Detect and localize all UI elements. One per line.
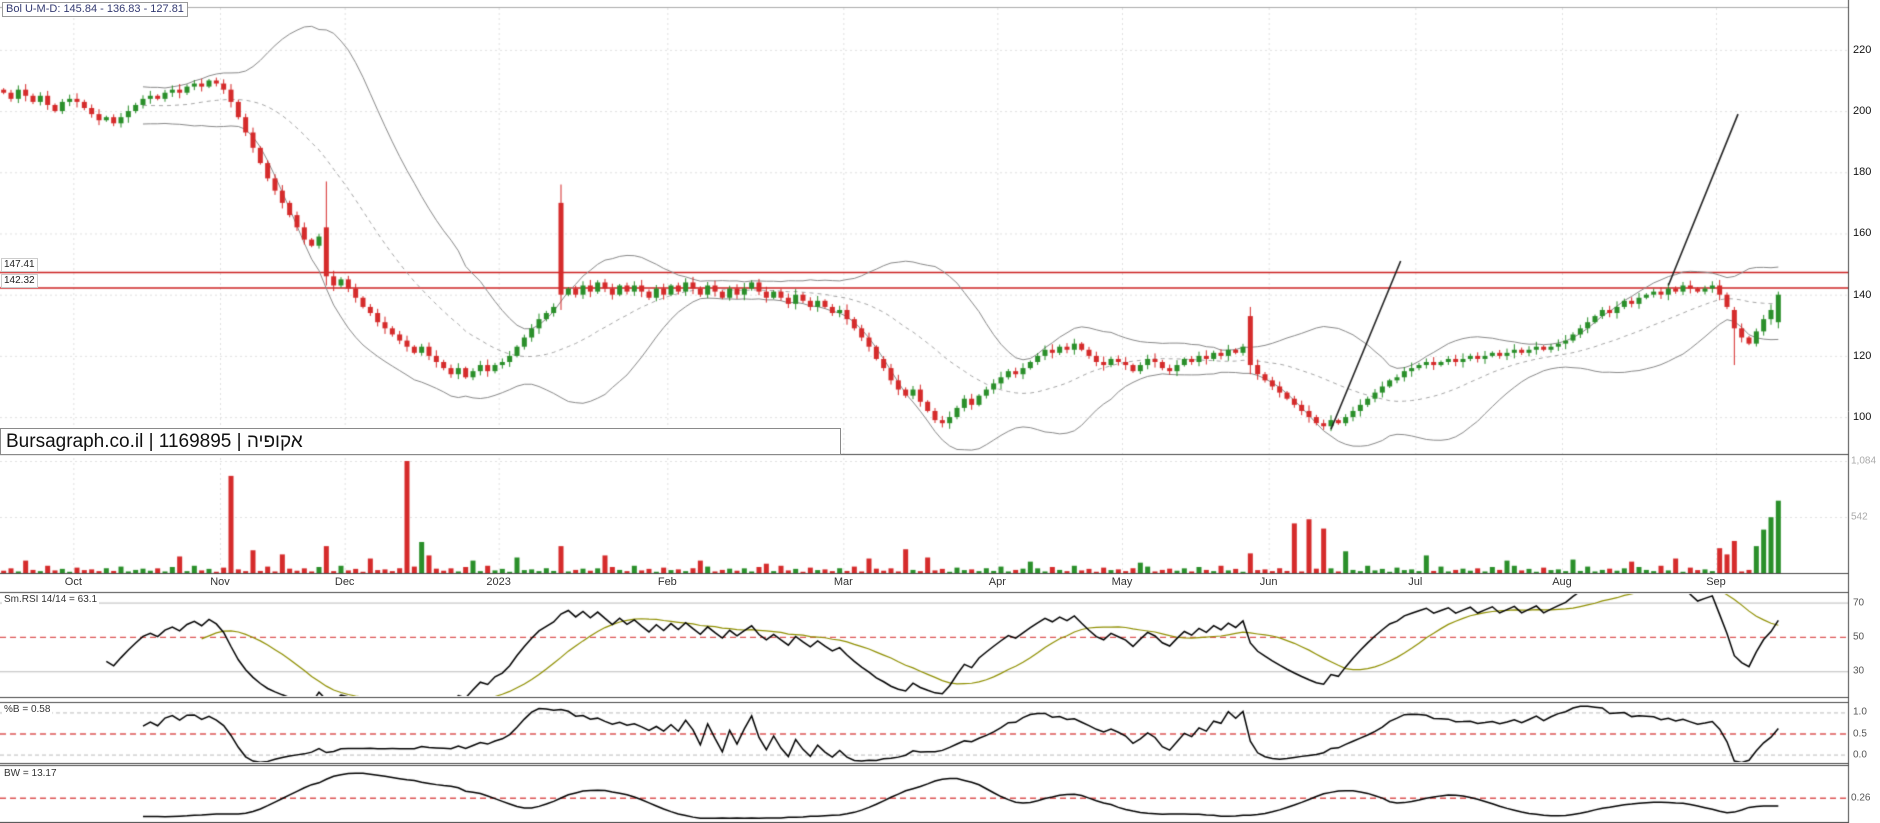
percent-b-axis-tick: 0.5 (1853, 728, 1867, 739)
rsi-axis-tick: 30 (1853, 665, 1865, 677)
percent-b-axis-tick: 0.0 (1853, 749, 1867, 761)
watermark-label: Bursagraph.co.il | 1169895 | אקופיה (0, 428, 841, 455)
volume-axis-tick: 1,084 (1851, 455, 1877, 467)
rsi-axis-tick: 50 (1853, 631, 1865, 643)
volume-axis-tick: 542 (1851, 511, 1868, 523)
month-label: Jun (1259, 576, 1278, 588)
price-level-label: 142.32 (1, 273, 38, 288)
price-axis-tick: 160 (1853, 227, 1872, 240)
month-label: Aug (1552, 576, 1572, 588)
price-axis-tick: 100 (1853, 411, 1872, 424)
month-label: Dec (334, 576, 355, 588)
price-axis-tick: 140 (1853, 288, 1872, 301)
month-label: Apr (988, 576, 1006, 588)
bandwidth-panel-label: BW = 13.17 (2, 768, 59, 780)
bandwidth-level-tick: 0.26 (1851, 792, 1871, 804)
month-label: Oct (64, 576, 82, 588)
price-axis-tick: 200 (1853, 105, 1872, 118)
month-label: Feb (657, 576, 677, 588)
price-axis-tick: 180 (1853, 166, 1872, 179)
month-label: Sep (1706, 576, 1726, 588)
price-axis-tick: 120 (1853, 349, 1872, 362)
month-label: Mar (833, 576, 853, 588)
rsi-axis-tick: 70 (1853, 597, 1865, 609)
rsi-panel-label: Sm.RSI 14/14 = 63.1 (2, 594, 100, 606)
price-axis-tick: 220 (1853, 43, 1872, 56)
month-label: Jul (1408, 576, 1423, 588)
bollinger-values-label: Bol U-M-D: 145.84 - 136.83 - 127.81 (2, 2, 188, 17)
percent-b-panel-label: %B = 0.58 (2, 704, 53, 716)
month-label: May (1111, 576, 1133, 588)
month-label: 2023 (486, 576, 511, 588)
month-label: Nov (210, 576, 230, 588)
percent-b-axis-tick: 1.0 (1853, 706, 1867, 718)
price-level-label: 147.41 (1, 258, 38, 272)
